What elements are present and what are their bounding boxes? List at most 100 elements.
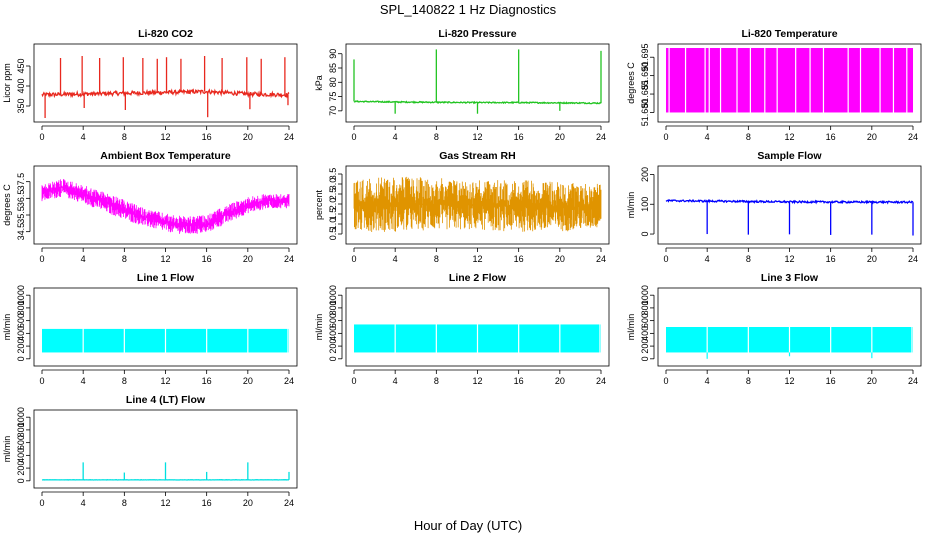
x-tick-label: 20 [243, 254, 253, 264]
x-tick-label: 12 [160, 132, 170, 142]
y-tick-label: 75 [328, 92, 338, 102]
x-tick-label: 24 [596, 376, 606, 386]
x-tick-label: 20 [243, 376, 253, 386]
x-tick-label: 24 [908, 376, 918, 386]
y-tick-label: 400 [16, 78, 26, 93]
data-fill [666, 48, 913, 113]
x-tick-label: 0 [663, 254, 668, 264]
y-tick-label: 0 [16, 356, 26, 361]
y-tick-label: 0.5 [328, 228, 338, 241]
plot-frame [33, 409, 298, 489]
y-axis-label: ml/min [2, 436, 12, 463]
x-tick-label: 4 [705, 132, 710, 142]
plot-frame [657, 165, 922, 245]
panel-title: Line 4 (LT) Flow [126, 394, 206, 406]
x-tick-label: 24 [284, 376, 294, 386]
y-tick-label: 1.0 [328, 218, 338, 231]
x-tick-label: 0 [351, 132, 356, 142]
panel-6: Sample Flow ml/min 0 4 8 12 16 20 24 0 100 200 [626, 150, 922, 264]
x-tick-label: 16 [202, 132, 212, 142]
y-tick-label: 800 [16, 300, 26, 315]
x-tick-label: 0 [663, 376, 668, 386]
y-axis-label: ml/min [2, 314, 12, 341]
y-tick-label: 800 [640, 300, 650, 315]
panel-3: Li-820 Temperature degrees C 0 4 8 12 16 20 24 51… [626, 28, 922, 142]
data-band [41, 179, 290, 234]
y-axis-label: ml/min [626, 192, 636, 219]
x-tick-label: 20 [243, 132, 253, 142]
panel-9: Line 3 Flow ml/min 0 4 8 12 16 20 24 0 20040060080… [626, 272, 922, 386]
x-tick-label: 24 [284, 254, 294, 264]
y-tick-label: 450 [16, 58, 26, 73]
x-tick-label: 20 [555, 132, 565, 142]
data-line [353, 100, 602, 105]
y-tick-label: 1000 [16, 407, 26, 427]
y-tick-label: 350 [16, 98, 26, 113]
y-axis-label: degrees C [2, 184, 12, 226]
series-5 [353, 176, 602, 232]
y-tick-label: 400 [328, 326, 338, 341]
data-band [353, 176, 602, 232]
y-tick-label: 2.5 [328, 188, 338, 201]
x-tick-label: 20 [243, 498, 253, 508]
x-tick-label: 8 [434, 132, 439, 142]
y-tick-label: 51.690 [640, 62, 650, 90]
x-tick-label: 24 [596, 254, 606, 264]
y-tick-label: 90 [328, 49, 338, 59]
y-tick-label: 200 [328, 339, 338, 354]
x-tick-label: 8 [122, 376, 127, 386]
x-tick-label: 8 [746, 376, 751, 386]
x-tick-label: 12 [784, 254, 794, 264]
x-tick-label: 12 [784, 132, 794, 142]
y-tick-label: 80 [328, 77, 338, 87]
x-tick-label: 4 [393, 254, 398, 264]
series-1 [41, 56, 290, 118]
plot-frame [657, 287, 922, 367]
y-tick-label: 200 [16, 461, 26, 476]
plot-frame [33, 165, 298, 245]
x-tick-label: 0 [39, 254, 44, 264]
y-tick-label: 3.5 [328, 168, 338, 181]
y-tick-label: 1.5 [328, 208, 338, 221]
panel-7: Line 1 Flow ml/min 0 4 8 12 16 20 24 0 20040060080… [2, 272, 298, 386]
y-tick-label: 600 [328, 313, 338, 328]
x-tick-label: 0 [39, 376, 44, 386]
y-axis-label: degrees C [626, 62, 636, 104]
x-tick-label: 20 [555, 376, 565, 386]
x-tick-label: 20 [867, 254, 877, 264]
y-tick-label: 0 [328, 356, 338, 361]
y-tick-label: 200 [640, 167, 650, 182]
panel-title: Gas Stream RH [439, 150, 515, 162]
x-tick-label: 16 [514, 254, 524, 264]
series-6 [665, 198, 914, 236]
panel-title: Li-820 CO2 [138, 28, 193, 40]
x-tick-label: 0 [39, 132, 44, 142]
x-tick-label: 24 [908, 254, 918, 264]
x-tick-label: 16 [826, 254, 836, 264]
x-tick-label: 8 [434, 254, 439, 264]
x-tick-label: 24 [284, 498, 294, 508]
plot-frame [345, 43, 610, 123]
x-tick-label: 12 [472, 254, 482, 264]
x-tick-label: 12 [160, 376, 170, 386]
y-tick-label: 0 [640, 356, 650, 361]
y-tick-label: 600 [16, 313, 26, 328]
panel-title: Line 1 Flow [137, 272, 195, 284]
panel-10: Line 4 (LT) Flow ml/min 0 4 8 12 16 20 24 0 200400… [2, 394, 298, 508]
plot-frame [33, 43, 298, 123]
x-tick-label: 24 [284, 132, 294, 142]
y-tick-label: 400 [16, 448, 26, 463]
panel-title: Li-820 Pressure [438, 28, 516, 40]
x-tick-label: 20 [867, 376, 877, 386]
x-tick-label: 8 [122, 254, 127, 264]
y-tick-label: 0 [640, 232, 650, 237]
y-tick-label: 1000 [328, 285, 338, 305]
panel-5: Gas Stream RH percent 0 4 8 12 16 20 24 0.51.01.5… [314, 150, 610, 264]
y-tick-label: 3.0 [328, 178, 338, 191]
x-tick-label: 16 [202, 498, 212, 508]
x-tick-label: 16 [514, 132, 524, 142]
plot-frame [657, 43, 922, 123]
panel-2: Li-820 Pressure kPa 0 4 8 12 16 20 24 70 75 80 85 90 [314, 28, 610, 142]
figure-x-axis-label: Hour of Day (UTC) [413, 518, 523, 533]
